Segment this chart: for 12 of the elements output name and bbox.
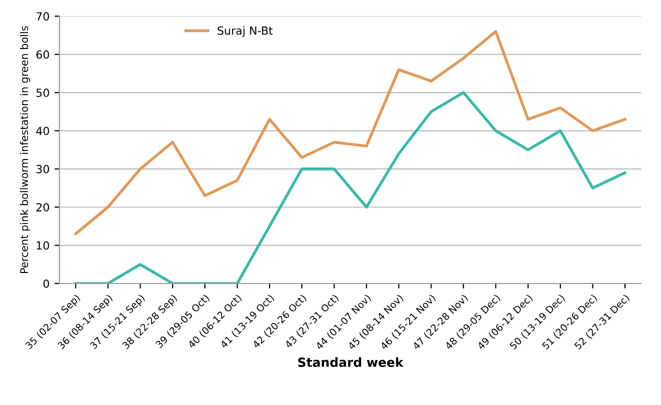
y-tick-label: 60 [36, 50, 50, 59]
legend-label: Suraj N-Bt [218, 26, 273, 37]
y-axis-title: Percent pink bollworm infestation in green bolls [20, 26, 30, 273]
y-tick-label: 10 [36, 241, 50, 250]
y-tick-label: 70 [36, 12, 50, 21]
line-series [74, 91, 626, 284]
x-axis-title: Standard week [298, 357, 404, 367]
y-tick-label: 20 [36, 203, 50, 212]
y-tick-label: 40 [36, 126, 50, 136]
y-tick-label: 50 [36, 88, 50, 97]
y-tick-label: 30 [36, 164, 50, 174]
y-tick-label: 0 [43, 279, 50, 288]
